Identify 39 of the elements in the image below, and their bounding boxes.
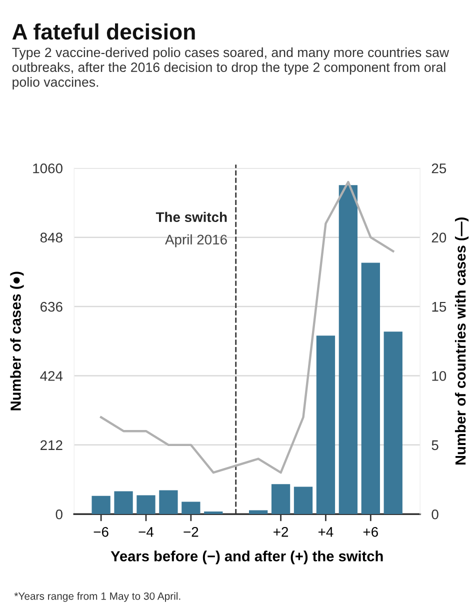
y2-axis-title: Number of countries with cases (—) — [454, 217, 469, 465]
bar — [204, 512, 223, 514]
y-tick-label: 1060 — [33, 163, 62, 174]
bar — [92, 496, 110, 514]
ref-line-label: The switch April 2016 — [156, 212, 227, 248]
bar — [271, 484, 290, 514]
chart-subtitle: Type 2 vaccine-derived polio cases soared, and many more countries saw outbreaks, after the 2016 decision to drop the type 2 component from oral polio vaccines. — [12, 47, 450, 90]
y2-tick-label: 20 — [432, 232, 446, 243]
x-tick-label: +2 — [274, 526, 288, 537]
x-tick-label: −4 — [138, 527, 154, 537]
y2-tick-label: 0 — [432, 509, 438, 520]
bar — [182, 502, 200, 514]
bar — [136, 495, 156, 514]
y-axis-title: Number of cases (●) — [10, 272, 24, 410]
y2-tick-label: 25 — [432, 163, 446, 174]
y-tick-label: 424 — [40, 371, 63, 381]
bar — [316, 336, 336, 514]
bar — [249, 510, 268, 514]
x-axis-title: Years before (−) and after (+) the switch — [110, 550, 383, 564]
bar — [294, 486, 313, 514]
bar — [114, 491, 133, 514]
y-tick-label: 0 — [56, 509, 62, 520]
x-tick-label: −6 — [94, 526, 108, 537]
x-tick-label: +6 — [363, 526, 378, 537]
x-tick-label: +4 — [318, 527, 334, 537]
text: *Years range from 1 May to 30 April. — [14, 592, 180, 602]
bar — [159, 490, 178, 514]
y-tick-label: 212 — [40, 440, 62, 450]
bar — [361, 262, 380, 514]
y-tick-label: 636 — [40, 302, 62, 312]
line-series — [100, 180, 394, 474]
y-tick-label: 848 — [40, 232, 62, 243]
x-tick-label: −2 — [184, 526, 198, 537]
y2-tick-label: 5 — [432, 440, 438, 450]
y2-tick-label: 10 — [432, 371, 446, 381]
chart-title: A fateful decision — [12, 23, 195, 40]
bar — [384, 332, 402, 514]
bar — [338, 185, 358, 514]
y2-tick-label: 15 — [432, 302, 446, 312]
